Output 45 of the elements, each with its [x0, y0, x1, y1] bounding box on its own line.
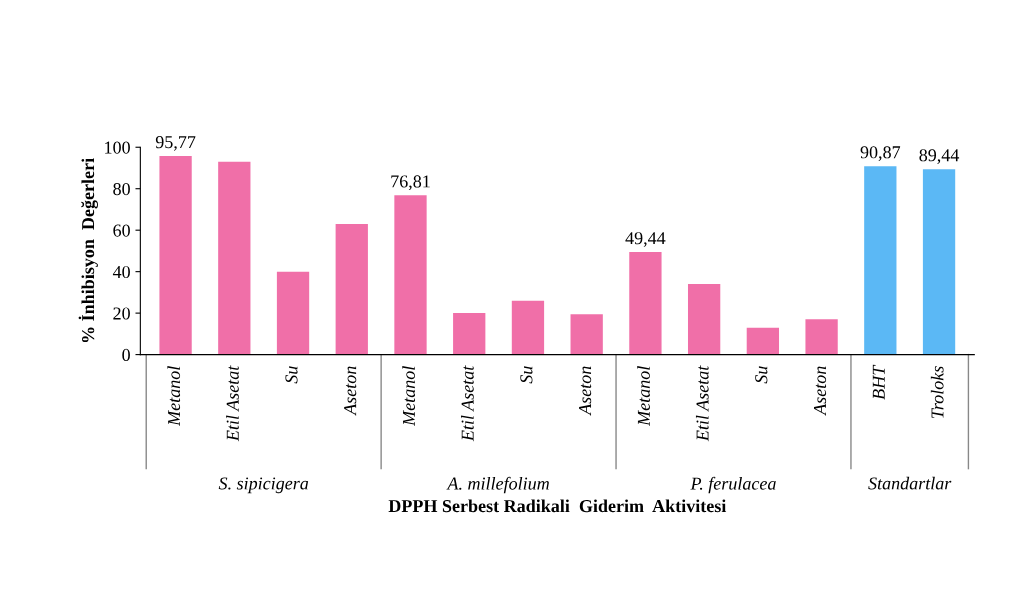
x-tick-label: Aseton	[579, 366, 592, 416]
data-label: 90,87	[860, 146, 901, 161]
y-tick-label: 100	[105, 141, 130, 154]
x-tick-label: BHT	[872, 364, 885, 400]
bar	[864, 166, 897, 355]
data-label: 76,81	[391, 175, 430, 191]
x-tick-label: Aseton	[344, 366, 357, 416]
x-tick-label: Su	[520, 366, 533, 384]
x-tick-label: Etil Asetat	[226, 365, 239, 442]
data-label: 95,77	[155, 136, 196, 151]
x-tick-label: Etil Asetat	[695, 365, 709, 442]
x-axis-title: DPPH Serbest Radikali Giderim Aktivitesi	[388, 499, 727, 513]
bar	[394, 195, 427, 355]
data-label: 49,44	[625, 232, 666, 247]
y-tick-label: 20	[113, 307, 130, 320]
bar	[218, 161, 251, 355]
bar	[453, 313, 486, 355]
bar	[570, 314, 603, 355]
text: A. millefolium	[446, 476, 549, 494]
text: S. sipicigera	[218, 477, 309, 494]
text: P. ferulacea	[690, 476, 776, 494]
text: Standartlar	[868, 476, 952, 490]
x-tick-label: Etil Asetat	[461, 365, 474, 442]
bar	[922, 169, 956, 355]
x-tick-label: Su	[755, 366, 768, 384]
bar	[805, 319, 838, 355]
x-tick-label: Metanol	[402, 366, 416, 427]
data-label: 89,44	[919, 149, 960, 164]
bar	[276, 271, 310, 355]
bar	[746, 327, 780, 355]
bar	[511, 300, 545, 355]
y-tick-label: 40	[112, 265, 130, 279]
bar	[335, 223, 368, 355]
bar	[629, 252, 662, 355]
bar	[159, 156, 192, 355]
x-tick-label: Metanol	[167, 366, 181, 427]
bar	[687, 284, 721, 355]
x-tick-label: Metanol	[637, 366, 650, 427]
y-tick-label: 60	[113, 224, 130, 237]
y-tick-label: 80	[113, 182, 130, 196]
y-tick-label: 0	[122, 348, 130, 362]
y-axis-title: % İnhibisyon Değerleri	[78, 158, 98, 343]
x-tick-label: Aseton	[814, 366, 827, 416]
x-tick-label: Su	[285, 366, 298, 384]
x-tick-label: Troloks	[930, 366, 944, 419]
